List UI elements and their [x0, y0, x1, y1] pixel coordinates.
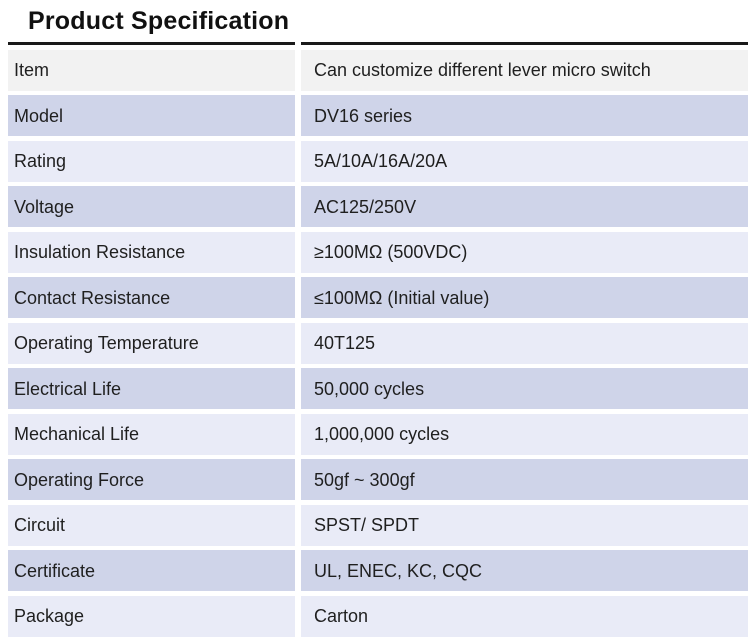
table-row-insulation-resistance: Insulation Resistance ≥100MΩ (500VDC) — [8, 231, 748, 273]
table-row-electrical-life: Electrical Life 50,000 cycles — [8, 368, 748, 409]
spec-label: Rating — [8, 140, 295, 182]
spec-value: UL, ENEC, KC, CQC — [301, 550, 748, 591]
spec-label: Operating Temperature — [8, 322, 295, 364]
spec-value: 5A/10A/16A/20A — [301, 140, 748, 182]
spec-label: Certificate — [8, 550, 295, 591]
spec-value: ≤100MΩ (Initial value) — [301, 277, 748, 318]
spec-value: 50,000 cycles — [301, 368, 748, 409]
table-row-certificate: Certificate UL, ENEC, KC, CQC — [8, 550, 748, 591]
top-border-right-segment — [301, 42, 748, 45]
spec-label: Voltage — [8, 186, 295, 227]
spec-value: 50gf ~ 300gf — [301, 459, 748, 500]
table-row-contact-resistance: Contact Resistance ≤100MΩ (Initial value… — [8, 277, 748, 318]
spec-label: Circuit — [8, 504, 295, 546]
top-border-left-segment — [8, 42, 295, 45]
table-row-mechanical-life: Mechanical Life 1,000,000 cycles — [8, 413, 748, 455]
spec-value: DV16 series — [301, 95, 748, 136]
table-row-voltage: Voltage AC125/250V — [8, 186, 748, 227]
spec-value: Carton — [301, 595, 748, 637]
table-row-model: Model DV16 series — [8, 95, 748, 136]
spec-label: Mechanical Life — [8, 413, 295, 455]
table-row-item: Item Can customize different lever micro… — [8, 49, 748, 91]
spec-value: 40T125 — [301, 322, 748, 364]
spec-value: Can customize different lever micro swit… — [301, 49, 748, 91]
spec-value: ≥100MΩ (500VDC) — [301, 231, 748, 273]
spec-label: Item — [8, 49, 295, 91]
spec-label: Operating Force — [8, 459, 295, 500]
table-row-package: Package Carton — [8, 595, 748, 637]
table-row-operating-temperature: Operating Temperature 40T125 — [8, 322, 748, 364]
spec-value: AC125/250V — [301, 186, 748, 227]
table-top-border — [8, 42, 748, 45]
spec-label: Electrical Life — [8, 368, 295, 409]
spec-label: Contact Resistance — [8, 277, 295, 318]
spec-value: SPST/ SPDT — [301, 504, 748, 546]
page-title: Product Specification — [28, 7, 290, 35]
spec-label: Model — [8, 95, 295, 136]
spec-value: 1,000,000 cycles — [301, 413, 748, 455]
spec-table: Item Can customize different lever micro… — [8, 42, 748, 637]
spec-label: Package — [8, 595, 295, 637]
table-row-operating-force: Operating Force 50gf ~ 300gf — [8, 459, 748, 500]
spec-label: Insulation Resistance — [8, 231, 295, 273]
table-row-rating: Rating 5A/10A/16A/20A — [8, 140, 748, 182]
table-row-circuit: Circuit SPST/ SPDT — [8, 504, 748, 546]
